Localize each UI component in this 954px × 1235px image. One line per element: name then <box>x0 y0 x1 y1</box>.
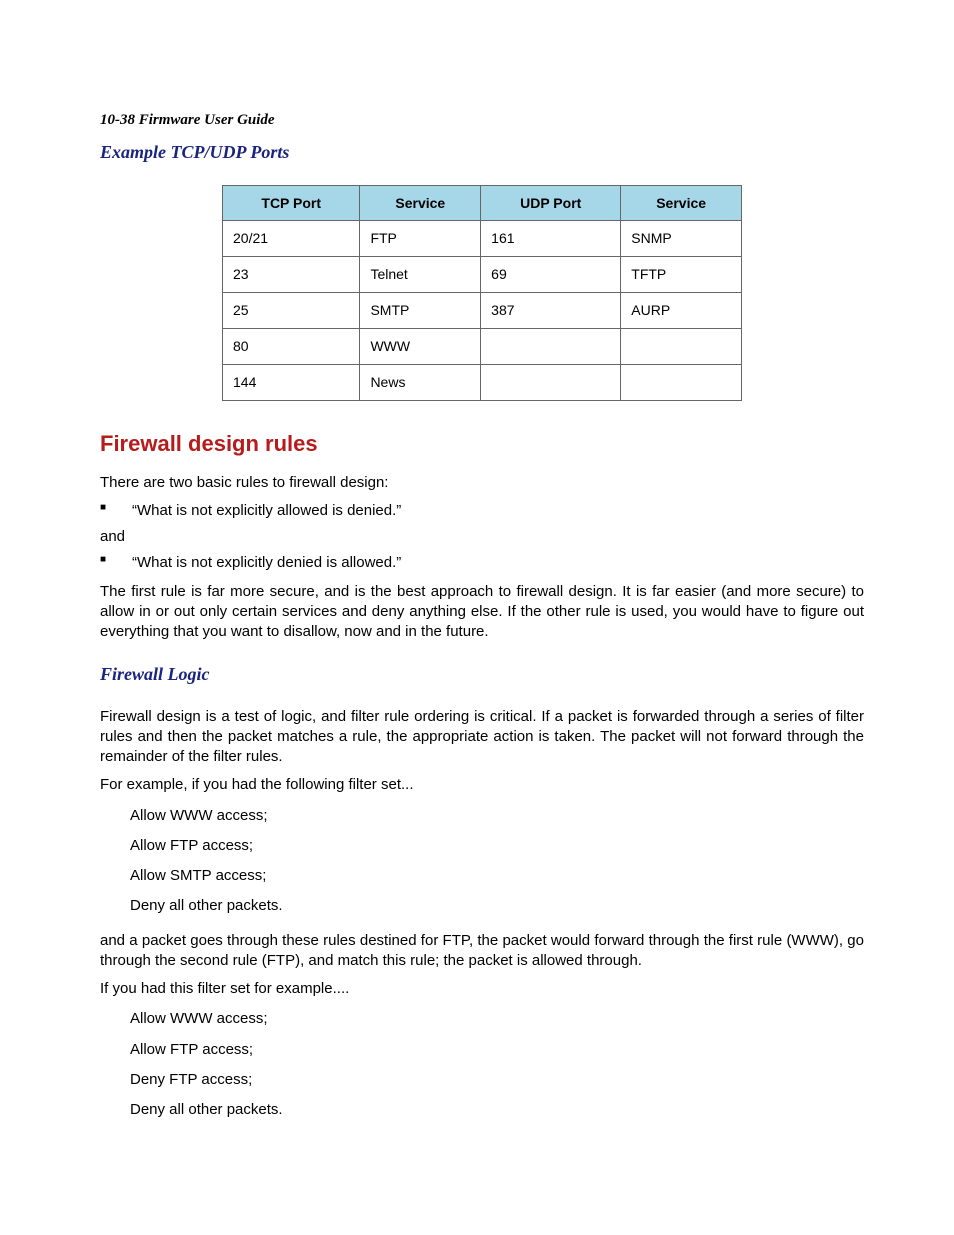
section-title-logic: Firewall Logic <box>100 662 864 686</box>
table-row: 144 News <box>223 365 742 401</box>
col-udp-port: UDP Port <box>481 185 621 221</box>
cell <box>621 329 742 365</box>
cell: 25 <box>223 293 360 329</box>
cell: WWW <box>360 329 481 365</box>
table-row: 25 SMTP 387 AURP <box>223 293 742 329</box>
rules-para1: The first rule is far more secure, and i… <box>100 582 864 643</box>
filter-line: Allow WWW access; <box>130 1009 864 1029</box>
page: 10-38 Firmware User Guide Example TCP/UD… <box>0 0 954 1235</box>
cell <box>481 329 621 365</box>
cell: Telnet <box>360 257 481 293</box>
cell: AURP <box>621 293 742 329</box>
table-row: 23 Telnet 69 TFTP <box>223 257 742 293</box>
cell <box>621 365 742 401</box>
table-row: 80 WWW <box>223 329 742 365</box>
cell: 387 <box>481 293 621 329</box>
filter-line: Deny FTP access; <box>130 1070 864 1090</box>
filter-line: Allow SMTP access; <box>130 866 864 886</box>
cell: SMTP <box>360 293 481 329</box>
section-title-ports: Example TCP/UDP Ports <box>100 140 864 164</box>
cell: 80 <box>223 329 360 365</box>
filter-line: Allow FTP access; <box>130 1040 864 1060</box>
cell <box>481 365 621 401</box>
logic-para2: For example, if you had the following fi… <box>100 775 864 795</box>
filter-set-1: Allow WWW access; Allow FTP access; Allo… <box>130 806 864 917</box>
logic-para4: If you had this filter set for example..… <box>100 979 864 999</box>
cell: 144 <box>223 365 360 401</box>
filter-line: Deny all other packets. <box>130 1100 864 1120</box>
col-service-1: Service <box>360 185 481 221</box>
table-row: 20/21 FTP 161 SNMP <box>223 221 742 257</box>
ports-table: TCP Port Service UDP Port Service 20/21 … <box>222 185 742 401</box>
logic-para1: Firewall design is a test of logic, and … <box>100 707 864 768</box>
logic-para3: and a packet goes through these rules de… <box>100 931 864 972</box>
col-tcp-port: TCP Port <box>223 185 360 221</box>
section-title-rules: Firewall design rules <box>100 429 864 459</box>
cell: 69 <box>481 257 621 293</box>
and-text: and <box>100 527 864 547</box>
filter-set-2: Allow WWW access; Allow FTP access; Deny… <box>130 1009 864 1120</box>
cell: News <box>360 365 481 401</box>
bullet-item: “What is not explicitly denied is allowe… <box>100 553 864 573</box>
bullet-item: “What is not explicitly allowed is denie… <box>100 501 864 521</box>
cell: TFTP <box>621 257 742 293</box>
filter-line: Allow FTP access; <box>130 836 864 856</box>
page-header: 10-38 Firmware User Guide <box>100 110 864 130</box>
col-service-2: Service <box>621 185 742 221</box>
cell: 23 <box>223 257 360 293</box>
cell: FTP <box>360 221 481 257</box>
rules-bullets: “What is not explicitly allowed is denie… <box>100 501 864 521</box>
rules-intro: There are two basic rules to firewall de… <box>100 473 864 493</box>
cell: 161 <box>481 221 621 257</box>
rules-bullets: “What is not explicitly denied is allowe… <box>100 553 864 573</box>
table-header-row: TCP Port Service UDP Port Service <box>223 185 742 221</box>
filter-line: Deny all other packets. <box>130 896 864 916</box>
cell: SNMP <box>621 221 742 257</box>
filter-line: Allow WWW access; <box>130 806 864 826</box>
cell: 20/21 <box>223 221 360 257</box>
